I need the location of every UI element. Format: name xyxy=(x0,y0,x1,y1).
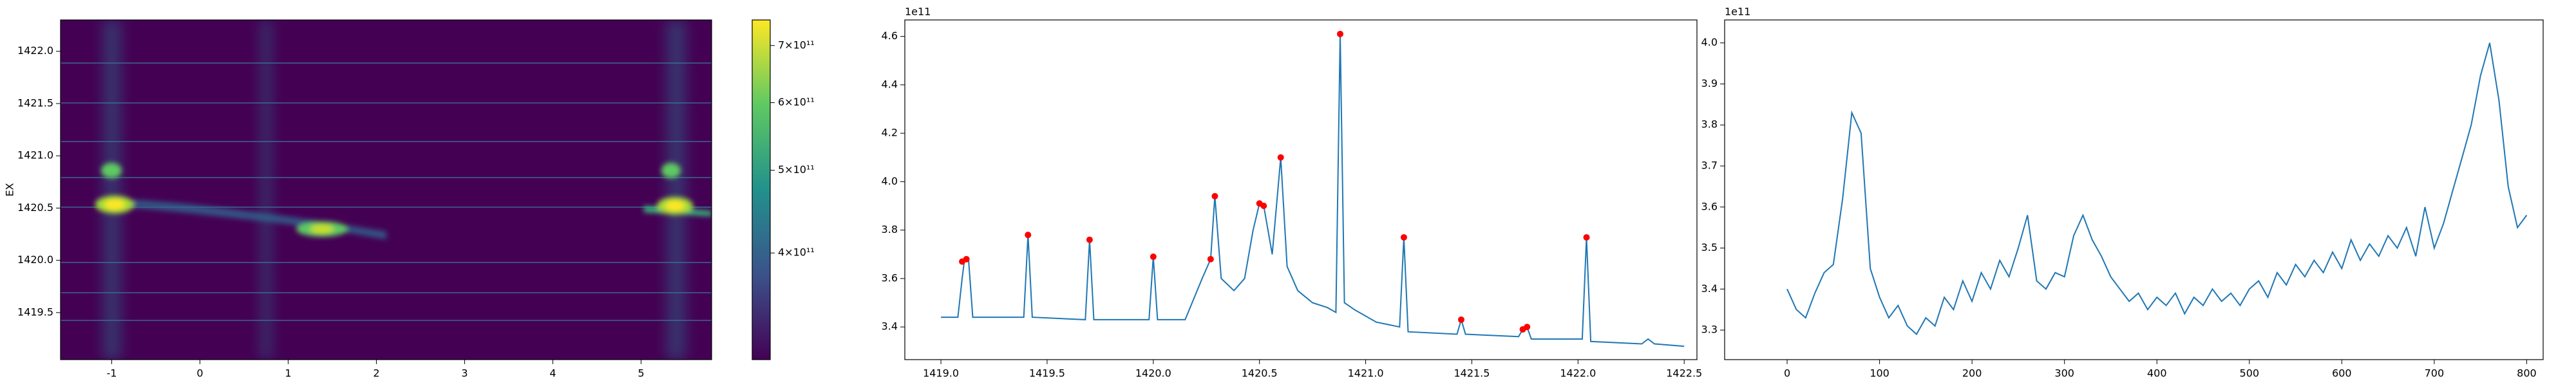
axes-frame xyxy=(904,19,1698,360)
axes-frame xyxy=(60,19,712,360)
peak-point xyxy=(1457,316,1464,323)
y-tick-label: 3.4 xyxy=(882,320,898,333)
y-tick-label: 3.3 xyxy=(1701,324,1718,336)
x-tick-label: 1420.0 xyxy=(1135,367,1171,380)
peak-point xyxy=(1583,234,1590,241)
x-tick-label: 2 xyxy=(373,367,379,380)
x-tick-label: 0 xyxy=(196,367,203,380)
y-tick-label: 1421.5 xyxy=(17,96,53,109)
y-tick-label: 3.8 xyxy=(882,223,898,235)
peak-point xyxy=(1400,234,1407,241)
y-axis-label: EX xyxy=(4,183,16,196)
colorbar-tick-label: 6×10¹¹ xyxy=(778,96,815,108)
y-tick-label: 3.6 xyxy=(882,271,898,284)
y-tick-label: 4.4 xyxy=(882,78,898,90)
heatmap-image xyxy=(61,20,712,360)
x-tick-label: 3 xyxy=(461,367,468,380)
y-tick-label: 1420.0 xyxy=(17,253,53,266)
y-tick-label: 4.0 xyxy=(882,175,898,187)
colorbar xyxy=(752,20,770,360)
y-tick-label: 1419.5 xyxy=(17,306,53,318)
colorbar-tick-label: 5×10¹¹ xyxy=(778,163,815,176)
x-tick-label: 700 xyxy=(2425,367,2445,380)
y-tick-label: 1420.5 xyxy=(17,201,53,214)
data-line xyxy=(941,33,1685,347)
peak-point xyxy=(1211,192,1218,199)
x-tick-label: 100 xyxy=(1870,367,1889,380)
offset-label: 1e11 xyxy=(1725,6,1750,18)
x-tick-label: 1420.5 xyxy=(1242,367,1278,380)
axes-frame xyxy=(1724,19,2544,360)
offset-label: 1e11 xyxy=(905,6,931,18)
colorbar-tick-label: 4×10¹¹ xyxy=(778,246,815,259)
peak-point xyxy=(1207,255,1214,262)
x-tick-label: 200 xyxy=(1962,367,1982,380)
y-tick-label: 4.0 xyxy=(1701,36,1718,48)
peak-point xyxy=(1277,154,1284,161)
x-tick-label: 1421.0 xyxy=(1348,367,1384,380)
y-tick-label: 3.8 xyxy=(1701,118,1718,131)
y-tick-label: 4.6 xyxy=(882,30,898,42)
x-tick-label: 800 xyxy=(2517,367,2537,380)
x-tick-label: 500 xyxy=(2240,367,2260,380)
y-tick-label: 1421.0 xyxy=(17,149,53,161)
x-tick-label: 600 xyxy=(2332,367,2352,380)
x-tick-label: -1 xyxy=(106,367,117,380)
peak-point xyxy=(1025,232,1032,239)
x-tick-label: 300 xyxy=(2054,367,2074,380)
x-tick-label: 400 xyxy=(2147,367,2167,380)
x-tick-label: 1422.5 xyxy=(1666,367,1702,380)
y-tick-label: 3.5 xyxy=(1701,241,1718,253)
peak-point xyxy=(1260,203,1267,210)
x-tick-label: 1419.5 xyxy=(1029,367,1065,380)
y-tick-label: 3.4 xyxy=(1701,282,1718,295)
x-tick-label: 4 xyxy=(549,367,556,380)
colorbar-frame xyxy=(752,19,771,360)
data-line xyxy=(1786,42,2528,336)
peak-point xyxy=(1337,30,1344,37)
x-tick-label: 0 xyxy=(1784,367,1790,380)
peak-point xyxy=(1086,236,1093,243)
colorbar-tick-label: 7×10¹¹ xyxy=(778,39,815,51)
y-tick-label: 3.6 xyxy=(1701,200,1718,212)
peak-point xyxy=(963,255,970,262)
y-tick-label: 3.7 xyxy=(1701,160,1718,172)
x-tick-label: 5 xyxy=(638,367,644,380)
peak-point xyxy=(1524,324,1531,331)
y-tick-label: 3.9 xyxy=(1701,77,1718,89)
x-tick-label: 1 xyxy=(285,367,291,380)
x-tick-label: 1421.5 xyxy=(1454,367,1490,380)
y-tick-label: 1422.0 xyxy=(17,44,53,57)
x-tick-label: 1422.0 xyxy=(1560,367,1596,380)
x-tick-label: 1419.0 xyxy=(923,367,959,380)
y-tick-label: 4.2 xyxy=(882,127,898,139)
peak-point xyxy=(1150,253,1157,261)
